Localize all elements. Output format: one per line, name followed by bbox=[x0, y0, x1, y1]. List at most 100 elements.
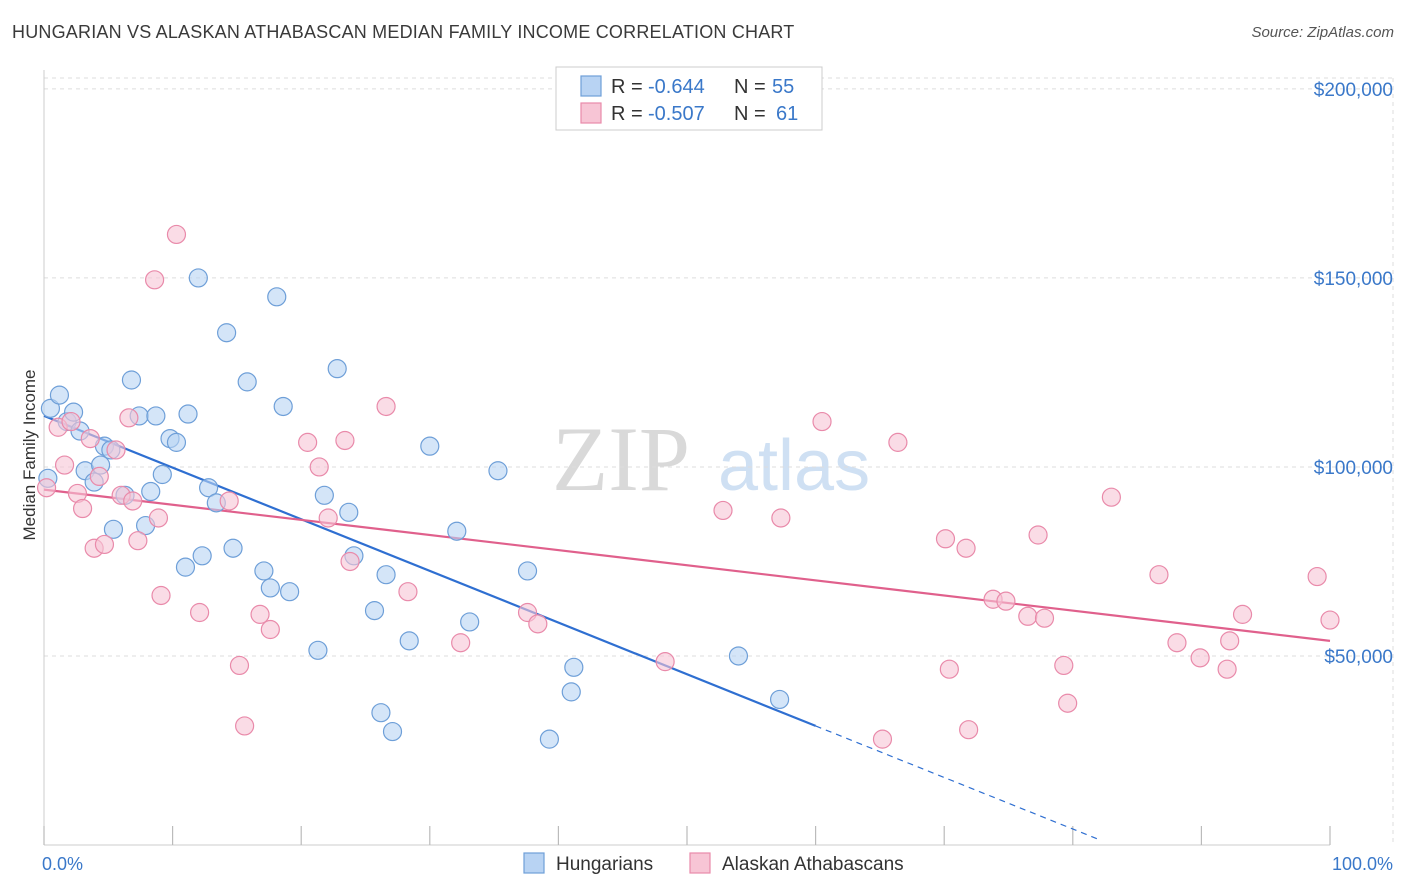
alaskan-athabascans-point bbox=[935, 529, 956, 549]
hungarians-point bbox=[447, 521, 467, 541]
hungarians-point bbox=[308, 640, 328, 660]
alaskan-athabascans-point bbox=[61, 411, 81, 432]
alaskan-athabascans-point bbox=[148, 508, 169, 528]
hungarians-point bbox=[420, 436, 440, 456]
alaskan-athabascans-point bbox=[151, 585, 171, 606]
legend: R = -0.644 N = 55 R = -0.507 N = 61 bbox=[555, 66, 823, 131]
hungarians-point bbox=[223, 538, 243, 558]
alaskan-athabascans-point bbox=[229, 655, 250, 676]
legend-n-label-2: N = bbox=[734, 103, 771, 125]
hungarians-point bbox=[280, 582, 300, 602]
hungarians-point bbox=[314, 485, 334, 505]
hungarians-point bbox=[217, 323, 237, 343]
alaskan-athabascans-point bbox=[872, 729, 893, 749]
alaskan-athabascans-point bbox=[166, 224, 187, 245]
hungarians-point bbox=[152, 464, 172, 485]
alaskan-athabascans-point bbox=[250, 604, 270, 624]
hungarians-point bbox=[260, 578, 280, 598]
hungarians-point bbox=[327, 359, 347, 379]
y-tick-label: $150,000 bbox=[1314, 269, 1393, 290]
alaskan-athabascans-point bbox=[888, 432, 908, 452]
hungarians-point bbox=[267, 287, 287, 307]
alaskan-athabascans-point bbox=[260, 619, 280, 640]
y-tick-label: $200,000 bbox=[1314, 80, 1393, 101]
hungarians-point bbox=[188, 268, 208, 288]
alaskan-athabascans-point bbox=[1320, 610, 1340, 630]
hungarians-point bbox=[561, 682, 581, 702]
legend-swatch-alaskan-athabascans bbox=[580, 102, 602, 124]
alaskan-athabascans-point bbox=[1232, 604, 1253, 624]
alaskan-athabascans-point bbox=[340, 551, 360, 572]
source-label: Source: ZipAtlas.com bbox=[1251, 24, 1394, 41]
alaskan-athabascans-point bbox=[106, 440, 126, 460]
y-axis-label: Median Family Income bbox=[20, 369, 39, 540]
alaskan-athabascans-point bbox=[190, 602, 210, 623]
alaskan-athabascans-point bbox=[89, 466, 109, 487]
hungarians-point bbox=[103, 519, 124, 539]
alaskan-athabascans-point bbox=[996, 591, 1016, 611]
x-tick-label: 0.0% bbox=[42, 854, 83, 874]
legend-r-value-2: -0.507 bbox=[648, 103, 705, 125]
x-tick-label: 100.0% bbox=[1332, 854, 1393, 874]
hungarians-point bbox=[728, 646, 749, 666]
alaskan-athabascans-point bbox=[235, 716, 255, 736]
hungarians-point bbox=[237, 372, 257, 392]
alaskan-athabascans-point bbox=[1307, 566, 1327, 587]
alaskan-athabascans-point bbox=[451, 633, 471, 653]
legend-swatch-hungarians bbox=[580, 75, 602, 97]
hungarians-point bbox=[517, 561, 538, 581]
y-tick-label: $100,000 bbox=[1314, 458, 1393, 479]
alaskan-athabascans-point bbox=[1217, 659, 1237, 679]
alaskan-athabascans-point bbox=[72, 498, 93, 519]
alaskan-athabascans-point bbox=[119, 408, 139, 428]
hungarians-trend-extension bbox=[815, 725, 1099, 840]
hungarians-point bbox=[121, 370, 142, 390]
alaskan-athabascans-point bbox=[123, 491, 143, 511]
hungarians-point bbox=[339, 502, 359, 522]
alaskan-athabascans-point bbox=[771, 508, 791, 528]
alaskan-athabascans-point bbox=[1101, 487, 1121, 507]
alaskan-athabascans-point bbox=[812, 411, 832, 432]
trend-lines bbox=[43, 414, 1331, 840]
hungarians-trend-line bbox=[43, 414, 817, 727]
chart-title: HUNGARIAN VS ALASKAN ATHABASCAN MEDIAN F… bbox=[12, 22, 795, 42]
axes: $50,000 $100,000 $150,000 $200,000 0.0% 100.0… bbox=[42, 70, 1393, 874]
hungarians-point bbox=[178, 404, 198, 424]
hungarians-point bbox=[166, 432, 187, 452]
legend-r-label-2: R = bbox=[611, 103, 648, 125]
hungarians-point bbox=[40, 398, 61, 418]
alaskan-athabascans-trend-line bbox=[43, 488, 1331, 642]
alaskan-athabascans-point bbox=[528, 614, 548, 634]
hungarians-point bbox=[539, 729, 559, 749]
hungarians-point bbox=[192, 546, 212, 566]
hungarians-point bbox=[376, 565, 396, 585]
alaskan-athabascans-point bbox=[1054, 655, 1074, 676]
alaskan-athabascans-point bbox=[318, 508, 338, 528]
alaskan-athabascans-point bbox=[713, 500, 733, 521]
alaskan-athabascans-point bbox=[94, 534, 115, 555]
bottom-legend-swatch-hungarians bbox=[523, 852, 545, 874]
hungarians-point bbox=[175, 557, 196, 577]
hungarians-point bbox=[769, 689, 790, 710]
alaskan-athabascans-point bbox=[309, 457, 329, 477]
alaskan-athabascans-point bbox=[956, 538, 976, 558]
hungarians-point bbox=[364, 601, 385, 621]
hungarians-point bbox=[488, 461, 508, 481]
hungarians-point bbox=[273, 396, 293, 417]
alaskan-athabascans-point bbox=[1058, 693, 1078, 713]
alaskan-athabascans-point bbox=[398, 582, 418, 602]
alaskan-athabascans-point bbox=[144, 270, 165, 290]
hungarians-point bbox=[371, 703, 391, 723]
data-points bbox=[36, 224, 1340, 749]
hungarians-point bbox=[382, 721, 403, 742]
legend-r-label-1: R = bbox=[611, 76, 648, 98]
alaskan-athabascans-point bbox=[219, 491, 239, 511]
alaskan-athabascans-point bbox=[1190, 648, 1210, 668]
alaskan-athabascans-point bbox=[1028, 525, 1048, 545]
alaskan-athabascans-point bbox=[959, 720, 979, 740]
bottom-legend-swatch-alaskan-athabascans bbox=[689, 852, 711, 874]
alaskan-athabascans-point bbox=[335, 430, 355, 451]
hungarians-point bbox=[49, 385, 70, 405]
watermark-zip: ZIP bbox=[552, 408, 690, 510]
